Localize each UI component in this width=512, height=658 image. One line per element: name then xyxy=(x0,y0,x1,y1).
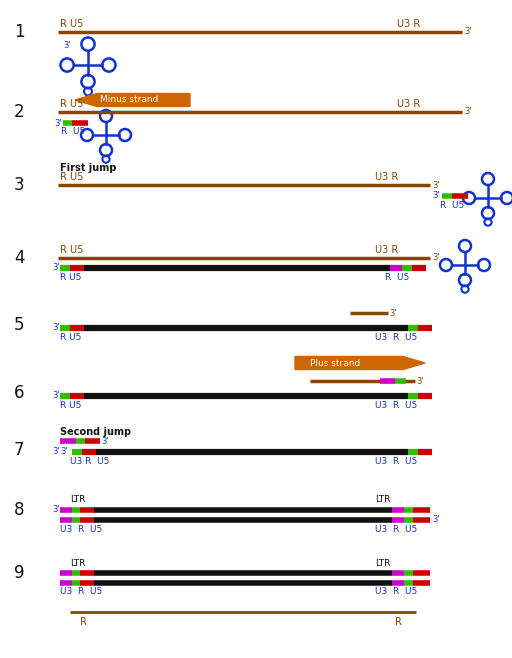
Text: 3': 3' xyxy=(432,253,440,263)
Text: 7: 7 xyxy=(14,441,25,459)
Text: 3': 3' xyxy=(416,376,423,386)
Text: R U5: R U5 xyxy=(60,272,81,282)
Text: 3': 3' xyxy=(52,324,59,332)
Text: U3 R  U5: U3 R U5 xyxy=(70,457,110,465)
Text: 1: 1 xyxy=(14,23,25,41)
Text: LTR: LTR xyxy=(375,495,390,505)
Text: 2: 2 xyxy=(14,103,25,121)
Text: 3': 3' xyxy=(464,107,472,116)
Text: 3': 3' xyxy=(52,505,59,515)
Text: U3 R: U3 R xyxy=(375,245,398,255)
Text: 3': 3' xyxy=(52,392,59,401)
Text: 3': 3' xyxy=(52,263,59,272)
Text: 3': 3' xyxy=(101,436,109,445)
Text: 8: 8 xyxy=(14,501,25,519)
Text: 3': 3' xyxy=(389,309,397,318)
Text: R U5: R U5 xyxy=(60,99,83,109)
Text: U3  R  U5: U3 R U5 xyxy=(60,526,102,534)
Text: 6: 6 xyxy=(14,384,25,402)
Text: R U5: R U5 xyxy=(60,332,81,342)
Text: LTR: LTR xyxy=(375,559,390,567)
Text: U3  R  U5: U3 R U5 xyxy=(375,588,417,597)
Text: 9: 9 xyxy=(14,564,25,582)
Text: U3  R  U5: U3 R U5 xyxy=(375,401,417,409)
Text: R  U5: R U5 xyxy=(385,272,409,282)
FancyArrow shape xyxy=(295,357,425,370)
Text: 5: 5 xyxy=(14,316,25,334)
Text: Plus strand: Plus strand xyxy=(310,359,360,368)
Text: Minus strand: Minus strand xyxy=(100,95,158,105)
Text: 3: 3 xyxy=(14,176,25,194)
Text: 3': 3' xyxy=(432,515,440,524)
Text: 3': 3' xyxy=(52,447,59,457)
Text: Second jump: Second jump xyxy=(60,427,131,437)
Text: U3 R: U3 R xyxy=(397,19,420,29)
Text: U3 R: U3 R xyxy=(397,99,420,109)
Text: U3 R: U3 R xyxy=(375,172,398,182)
FancyArrow shape xyxy=(75,93,190,107)
Text: R  U5: R U5 xyxy=(61,128,86,136)
Text: 3': 3' xyxy=(464,28,472,36)
Text: First jump: First jump xyxy=(60,163,116,173)
Text: 4: 4 xyxy=(14,249,25,267)
Text: R  U5: R U5 xyxy=(440,201,464,209)
Text: LTR: LTR xyxy=(70,495,86,505)
Text: U3  R  U5: U3 R U5 xyxy=(375,332,417,342)
Text: R: R xyxy=(395,617,402,627)
Text: 3': 3' xyxy=(432,191,440,201)
Text: 3': 3' xyxy=(60,447,68,457)
Text: R U5: R U5 xyxy=(60,245,83,255)
Text: R: R xyxy=(80,617,87,627)
Text: R U5: R U5 xyxy=(60,172,83,182)
Text: 3': 3' xyxy=(54,118,61,128)
Text: U3  R  U5: U3 R U5 xyxy=(60,588,102,597)
Text: 3': 3' xyxy=(63,41,71,51)
Text: U3  R  U5: U3 R U5 xyxy=(375,457,417,465)
Text: LTR: LTR xyxy=(70,559,86,567)
Text: 3': 3' xyxy=(432,180,440,190)
Text: U3  R  U5: U3 R U5 xyxy=(375,526,417,534)
Text: R U5: R U5 xyxy=(60,401,81,409)
Text: R U5: R U5 xyxy=(60,19,83,29)
